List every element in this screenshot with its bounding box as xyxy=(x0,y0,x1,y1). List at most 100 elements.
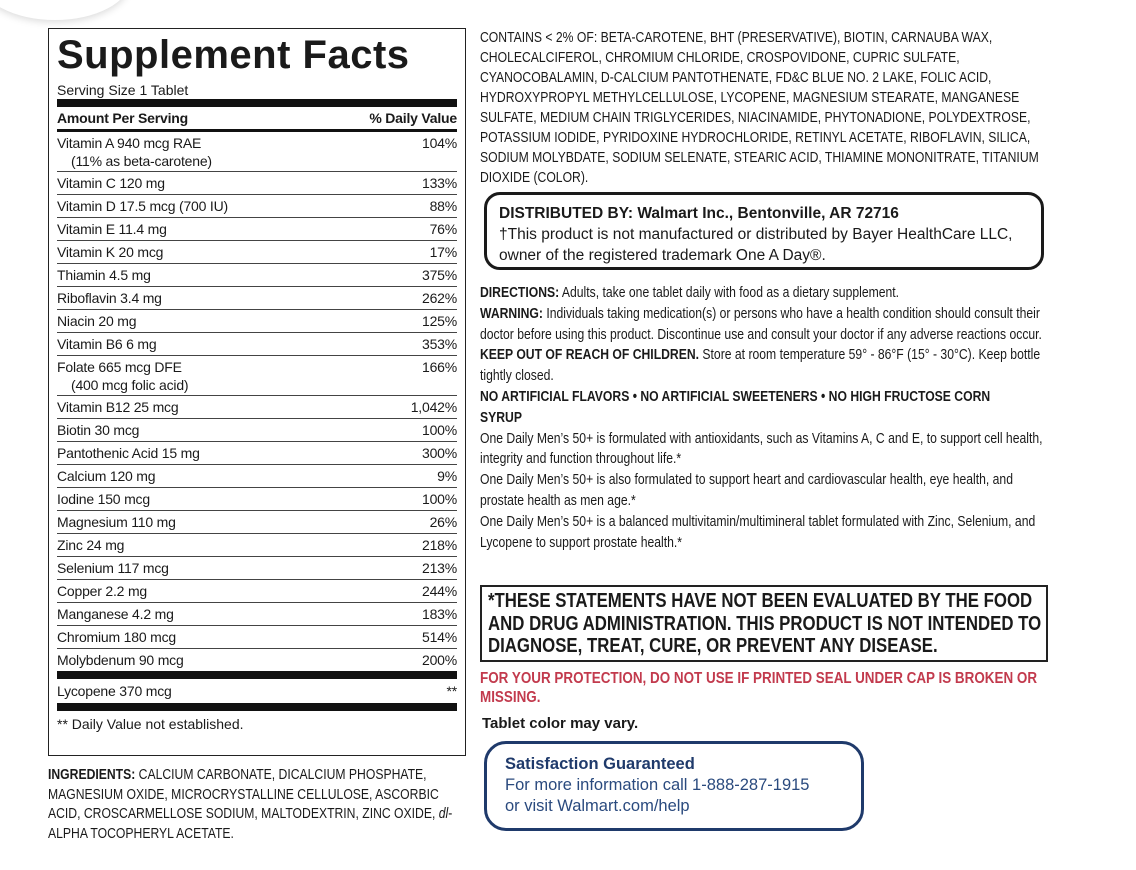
distributed-text: †This product is not manufactured or dis… xyxy=(499,226,1013,264)
nutrient-name: Iodine 150 mcg xyxy=(57,491,150,507)
daily-value: 1,042% xyxy=(410,399,457,415)
daily-value: 100% xyxy=(421,422,457,438)
nutrient-cell: Vitamin B12 25 mcg xyxy=(57,396,179,418)
daily-value: ** xyxy=(446,683,458,699)
header-cell: % Daily Value xyxy=(369,110,457,126)
nutrient-row: Riboflavin 3.4 mg 262% xyxy=(57,287,457,310)
header-cell: Amount Per Serving xyxy=(57,110,188,126)
statement: *THESE STATEMENTS HAVE NOT BEEN EVALUATE… xyxy=(488,590,1042,657)
daily-value: 88% xyxy=(429,198,458,214)
satisfaction-line: For more information call 1-888-287-1915 xyxy=(505,776,810,794)
nutrient-cell: Vitamin B6 6 mg xyxy=(57,333,157,355)
rule xyxy=(57,129,457,132)
claim: One Daily Men’s 50+ is a balanced multiv… xyxy=(480,513,1036,551)
nutrient-row: Lycopene 370 mcg ** xyxy=(57,679,457,703)
daily-value: 213% xyxy=(421,560,457,576)
label: DIRECTIONS: xyxy=(480,285,560,301)
label: WARNING: xyxy=(480,305,543,322)
nutrient-cell: Magnesium 110 mg xyxy=(57,511,176,533)
nutrient-cell: Vitamin C 120 mg xyxy=(57,172,165,194)
nutrient-name: Selenium 117 mcg xyxy=(57,560,169,576)
text: Store at room temperature 59° - 86°F (15… xyxy=(480,347,1041,385)
nutrient-row: Vitamin K 20 mcg 17% xyxy=(57,241,457,264)
nutrient-sub: (400 mcg folic acid) xyxy=(71,377,189,393)
nutrient-row: Magnesium 110 mg 26% xyxy=(57,511,457,534)
nutrient-row: Manganese 4.2 mg 183% xyxy=(57,603,457,626)
claim: One Daily Men’s 50+ is also formulated t… xyxy=(480,472,1013,509)
nutrient-cell: Vitamin A 940 mcg RAE (11% as beta-carote… xyxy=(57,132,212,171)
rule xyxy=(57,99,457,107)
ingredients-text: CALCIUM CARBONATE, DICALCIUM PHOSPHATE, … xyxy=(48,767,439,822)
nutrient-row: Copper 2.2 mg 244% xyxy=(57,580,457,603)
nutrient-row: Biotin 30 mcg 100% xyxy=(57,419,457,442)
nutrient-row: Thiamin 4.5 mg 375% xyxy=(57,264,457,287)
warning: WARNING: Individuals taking medication(s… xyxy=(480,304,1044,346)
daily-value: 375% xyxy=(421,267,457,283)
nutrient-row: Chromium 180 mcg 514% xyxy=(57,626,457,649)
nutrient-name: Vitamin E 11.4 mg xyxy=(57,221,167,237)
nutrient-row: Zinc 24 mg 218% xyxy=(57,534,457,557)
nutrient-cell: Pantothenic Acid 15 mg xyxy=(57,442,200,464)
nutrient-cell: Thiamin 4.5 mg xyxy=(57,264,151,286)
header-row: Amount Per Serving % Daily Value xyxy=(57,107,457,129)
nutrient-rows: Vitamin A 940 mcg RAE (11% as beta-carote… xyxy=(57,132,457,671)
footnote: ** Daily Value not established. xyxy=(57,716,244,732)
nutrient-name: Vitamin B12 25 mcg xyxy=(57,399,179,415)
daily-value: 9% xyxy=(437,468,457,484)
nutrient-row: Vitamin D 17.5 mcg (700 IU) 88% xyxy=(57,195,457,218)
daily-value: 26% xyxy=(429,514,458,530)
daily-value: 200% xyxy=(421,652,457,668)
satisfaction-box: Satisfaction Guaranteed For more informa… xyxy=(484,741,864,831)
nutrient-row: Iodine 150 mcg 100% xyxy=(57,488,457,511)
nutrient-name: Pantothenic Acid 15 mg xyxy=(57,445,200,461)
daily-value: 100% xyxy=(421,491,457,507)
supplement-facts-panel: Supplement Facts Serving Size 1 Tablet A… xyxy=(48,28,466,756)
nutrient-name: Biotin 30 mcg xyxy=(57,422,140,438)
daily-value: 17% xyxy=(429,244,458,260)
info-text: DIRECTIONS: Adults, take one tablet dail… xyxy=(480,283,1044,553)
nutrient-row: Vitamin B6 6 mg 353% xyxy=(57,333,457,356)
nutrient-name: Chromium 180 mcg xyxy=(57,629,176,645)
nutrient-cell: Chromium 180 mcg xyxy=(57,626,176,648)
nutrient-row: Selenium 117 mcg 213% xyxy=(57,557,457,580)
nutrient-cell: Vitamin E 11.4 mg xyxy=(57,218,167,240)
nutrient-row: Pantothenic Acid 15 mg 300% xyxy=(57,442,457,465)
nutrient-name: Niacin 20 mg xyxy=(57,313,137,329)
nutrient-sub: (11% as beta-carotene) xyxy=(71,153,212,169)
nutrient-row: Vitamin E 11.4 mg 76% xyxy=(57,218,457,241)
nutrient-row: Calcium 120 mg 9% xyxy=(57,465,457,488)
nutrient-name: Vitamin D 17.5 mcg (700 IU) xyxy=(57,198,228,214)
daily-value: 244% xyxy=(421,583,457,599)
nutrient-row: Folate 665 mcg DFE (400 mcg folic acid) 16… xyxy=(57,356,457,396)
nutrient-cell: Biotin 30 mcg xyxy=(57,419,139,441)
nutrient-cell: Folate 665 mcg DFE (400 mcg folic acid) xyxy=(57,356,189,395)
daily-value: 262% xyxy=(421,290,457,306)
daily-value: 76% xyxy=(429,221,458,237)
nutrient-row: Niacin 20 mg 125% xyxy=(57,310,457,333)
label: KEEP OUT OF REACH OF CHILDREN. xyxy=(480,347,700,364)
daily-value: 514% xyxy=(421,629,457,645)
nutrient-cell: Riboflavin 3.4 mg xyxy=(57,287,162,309)
nutrient-cell: Molybdenum 90 mcg xyxy=(57,649,184,671)
claims: One Daily Men’s 50+ is formulated with a… xyxy=(480,429,1044,554)
rule xyxy=(57,703,457,711)
ingredients-italic: dl xyxy=(438,806,449,822)
text: Individuals taking medication(s) or pers… xyxy=(480,305,1042,343)
nutrient-name: Molybdenum 90 mcg xyxy=(57,652,184,668)
rule xyxy=(57,671,457,679)
nutrient-name: Vitamin B6 6 mg xyxy=(57,336,157,352)
ingredients-label: INGREDIENTS: xyxy=(48,767,136,783)
distributed-box: DISTRIBUTED BY: Walmart Inc., Bentonvill… xyxy=(484,192,1044,270)
daily-value: 218% xyxy=(421,537,457,553)
nutrient-cell: Selenium 117 mcg xyxy=(57,557,169,579)
nutrient-row: Vitamin A 940 mcg RAE (11% as beta-carote… xyxy=(57,132,457,172)
nutrient-cell: Iodine 150 mcg xyxy=(57,488,150,510)
protection-note: FOR YOUR PROTECTION, DO NOT USE IF PRINT… xyxy=(480,670,1038,706)
nutrient-name: Folate 665 mcg DFE xyxy=(57,359,182,375)
nutrient-cell: Zinc 24 mg xyxy=(57,534,124,556)
no-artificial: NO ARTIFICIAL FLAVORS • NO ARTIFICIAL SW… xyxy=(480,388,991,426)
nutrient-name: Vitamin A 940 mcg RAE xyxy=(57,135,202,151)
nutrient-name: Vitamin C 120 mg xyxy=(57,175,165,191)
text: Adults, take one tablet daily with food … xyxy=(561,285,900,301)
